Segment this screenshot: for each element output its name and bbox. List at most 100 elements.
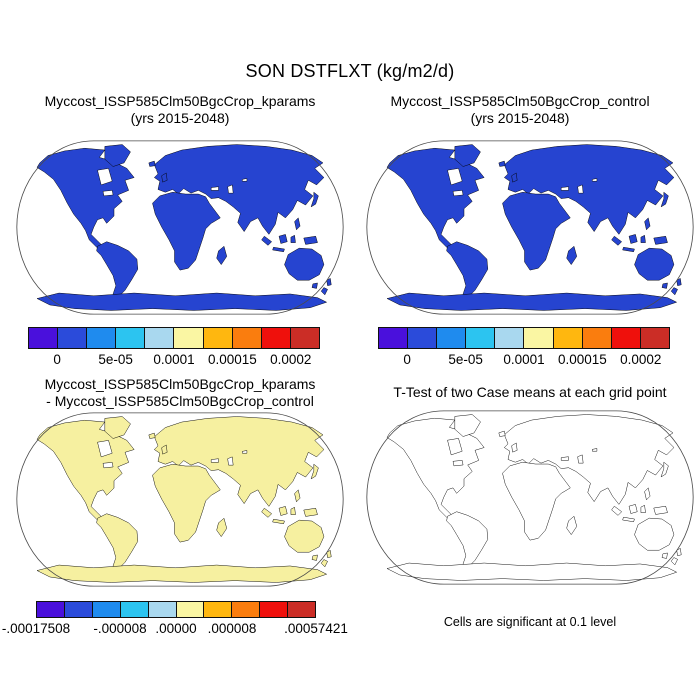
colorbar-segment — [610, 328, 640, 348]
map-ttest — [366, 410, 694, 585]
grid-cell — [319, 275, 323, 278]
panel-title-bottom-left: Myccost_ISSP585Clm50BgcCrop_kparams - My… — [10, 376, 350, 410]
colorbar-segment — [259, 602, 288, 617]
grid-cell — [300, 500, 305, 505]
colorbar-bar — [28, 327, 320, 349]
grid-cell — [461, 551, 465, 555]
grid-cell — [212, 513, 216, 517]
colorbar-segment — [581, 328, 611, 348]
grid-cell — [105, 557, 109, 561]
grid-cell — [106, 559, 109, 562]
grid-cell — [621, 501, 625, 505]
grid-cell — [620, 512, 624, 516]
colorbar-tick-label: 0.0002 — [620, 352, 662, 367]
grid-cell — [457, 558, 460, 561]
colorbar-segment — [289, 328, 319, 348]
grid-cell — [451, 281, 453, 283]
colorbar-mean-right: 0 5e-05 0.0001 0.00015 0.0002 — [378, 327, 670, 368]
colorbar-tick-label: 0 — [53, 352, 61, 367]
grid-cell — [206, 535, 210, 539]
grid-cell — [565, 208, 568, 212]
grid-cell — [449, 284, 452, 287]
grid-cell — [104, 539, 107, 542]
grid-cell — [102, 441, 106, 446]
grid-cell — [157, 424, 160, 427]
grid-cell — [225, 487, 229, 492]
grid-cell — [210, 527, 213, 531]
grid-cell — [101, 448, 106, 453]
grid-cell — [488, 537, 491, 540]
grid-cell — [62, 199, 66, 202]
grid-cell — [283, 496, 286, 499]
colorbar-tick-row: 0 5e-05 0.0001 0.00015 0.0002 — [28, 352, 320, 368]
grid-cell — [319, 547, 323, 550]
colorbar-segment — [465, 328, 495, 348]
colorbar-tick-label: 0.00015 — [557, 352, 607, 367]
colorbar-tick-label: 5e-05 — [448, 352, 483, 367]
grid-cell — [579, 205, 582, 208]
grid-cell — [448, 282, 451, 285]
grid-cell — [103, 291, 107, 295]
figure-title: SON DSTFLXT (kg/m2/d) — [245, 61, 455, 81]
grid-cell — [545, 532, 548, 535]
colorbar-segment — [173, 328, 203, 348]
panel-title-top-left: Myccost_ISSP585Clm50BgcCrop_kparams (yrs… — [10, 93, 350, 127]
grid-cell — [279, 499, 283, 503]
ttest-title: T-Test of two Case means at each grid po… — [393, 384, 667, 400]
colorbar-tick-label: 5e-05 — [98, 352, 133, 367]
grid-cell — [98, 289, 101, 292]
colorbar-segment — [144, 328, 174, 348]
grid-cell — [451, 277, 455, 280]
grid-cell — [104, 548, 106, 551]
panel-title-top-right: Myccost_ISSP585Clm50BgcCrop_control (yrs… — [350, 93, 690, 127]
grid-cell — [651, 510, 654, 514]
colorbar-segment — [494, 328, 524, 348]
grid-cell — [449, 279, 453, 283]
colorbar-tick-label: 0.0002 — [270, 352, 312, 367]
grid-cell — [288, 495, 291, 498]
grid-cell — [285, 503, 290, 507]
grid-cell — [316, 276, 320, 280]
grid-cell — [669, 464, 672, 468]
grid-cell — [103, 537, 106, 540]
years-range: (yrs 2015-2048) — [130, 110, 230, 126]
colorbar-mean-left: 0 5e-05 0.0001 0.00015 0.0002 — [28, 327, 320, 368]
grid-cell — [460, 557, 464, 561]
colorbar-tick-row: 0 5e-05 0.0001 0.00015 0.0002 — [378, 352, 670, 368]
colorbar-tick-label: .000008 — [207, 621, 257, 636]
grid-cell — [104, 448, 109, 454]
grid-cell — [478, 457, 482, 461]
grid-cell — [452, 275, 456, 279]
grid-cell — [213, 533, 217, 537]
grid-cell — [99, 562, 103, 566]
grid-cell — [110, 552, 113, 556]
grid-cell — [212, 504, 215, 507]
grid-cell — [405, 464, 409, 467]
significance-note: Cells are significant at 0.1 level — [443, 615, 617, 629]
colorbar-tick-label: .00057421 — [284, 621, 348, 636]
colorbar-segment — [639, 328, 669, 348]
grid-cell — [59, 204, 63, 208]
grid-cell — [444, 224, 449, 229]
colorbar-tick-row: -.00017508 -.000008 .00000 .000008 .00057421 — [2, 621, 348, 637]
grid-cell — [571, 204, 575, 208]
colorbar-tick-label: 0.00015 — [207, 352, 257, 367]
colorbar-segment — [231, 602, 260, 617]
colorbar-bar — [378, 327, 670, 349]
colorbar-bar — [36, 601, 316, 618]
grid-cell — [648, 202, 651, 205]
grid-cell — [459, 550, 462, 553]
grid-cell — [208, 510, 213, 515]
colorbar-segment — [523, 328, 553, 348]
colorbar-segment — [203, 602, 232, 617]
grid-cell — [460, 558, 463, 561]
grid-cell — [575, 205, 579, 209]
grid-cell — [104, 271, 107, 274]
grid-cell — [672, 540, 676, 544]
map-difference — [16, 412, 344, 587]
grid-cell — [550, 518, 553, 521]
grid-cell — [202, 521, 205, 525]
grid-cell — [228, 489, 231, 492]
panel-title-bottom-right: T-Test of two Case means at each grid po… — [360, 384, 700, 401]
